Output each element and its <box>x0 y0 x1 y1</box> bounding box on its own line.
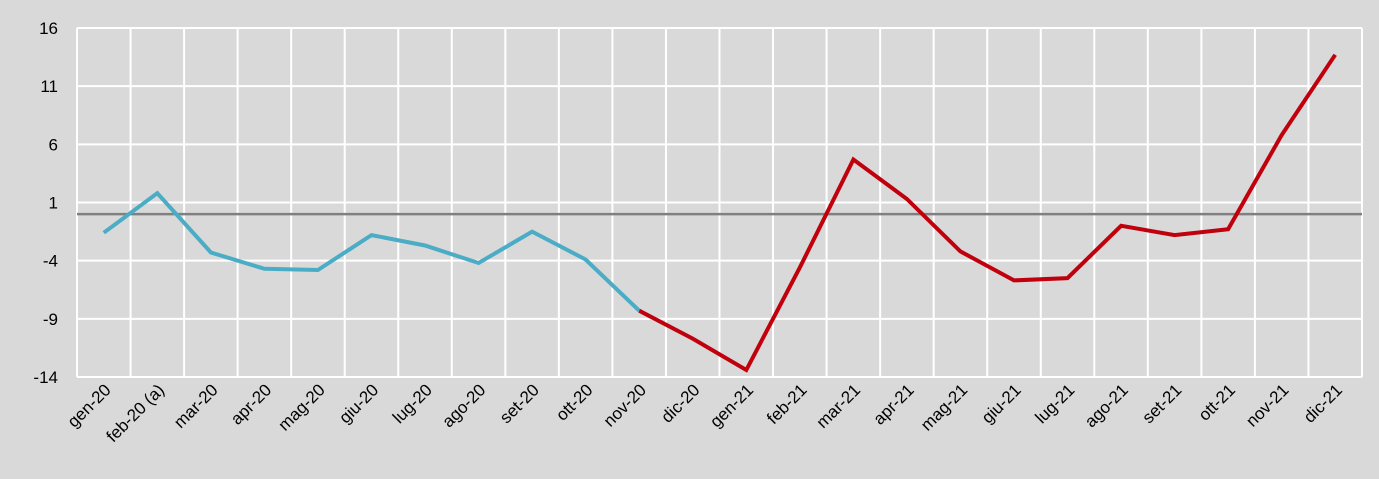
x-tick-label: feb-20 (a) <box>103 380 169 446</box>
x-tick-label: feb-21 <box>763 380 811 428</box>
x-tick-label: ott-20 <box>552 380 596 424</box>
x-tick-label: mag-21 <box>917 380 971 434</box>
series-group <box>102 53 1337 373</box>
y-tick-label: 16 <box>39 19 58 38</box>
series-line-1 <box>638 53 1337 373</box>
x-tick-label: set-21 <box>1139 380 1186 427</box>
y-tick-label: 11 <box>40 77 58 96</box>
y-tick-label: 6 <box>49 135 58 154</box>
x-tick-label: gen-21 <box>706 380 757 431</box>
x-tick-label: ago-21 <box>1081 380 1132 431</box>
x-tick-label: dic-20 <box>657 380 703 426</box>
x-tick-label: ago-20 <box>439 380 490 431</box>
x-tick-label: dic-21 <box>1300 380 1346 426</box>
x-tick-label: nov-20 <box>600 380 650 430</box>
y-axis-ticks: 16 11 6 1 -4 -9 -14 <box>33 19 58 387</box>
x-tick-label: mar-21 <box>813 380 865 432</box>
x-tick-label: lug-21 <box>1031 380 1078 427</box>
x-tick-label: apr-20 <box>227 380 275 428</box>
x-tick-label: lug-20 <box>389 380 436 427</box>
x-tick-label: mar-20 <box>170 380 222 432</box>
x-tick-label: set-20 <box>496 380 543 427</box>
x-tick-label: mag-20 <box>275 380 329 434</box>
x-tick-label: gen-20 <box>64 380 115 431</box>
y-tick-label: -14 <box>33 368 58 387</box>
y-tick-label: -4 <box>43 252 58 271</box>
x-tick-label: nov-21 <box>1242 380 1292 430</box>
y-tick-label: -9 <box>43 310 58 329</box>
y-tick-label: 1 <box>49 194 58 213</box>
x-tick-label: apr-21 <box>870 380 918 428</box>
x-tick-label: giu-21 <box>978 380 1025 427</box>
x-tick-label: giu-20 <box>335 380 382 427</box>
x-tick-label: ott-21 <box>1195 380 1239 424</box>
gridlines <box>76 27 1363 378</box>
